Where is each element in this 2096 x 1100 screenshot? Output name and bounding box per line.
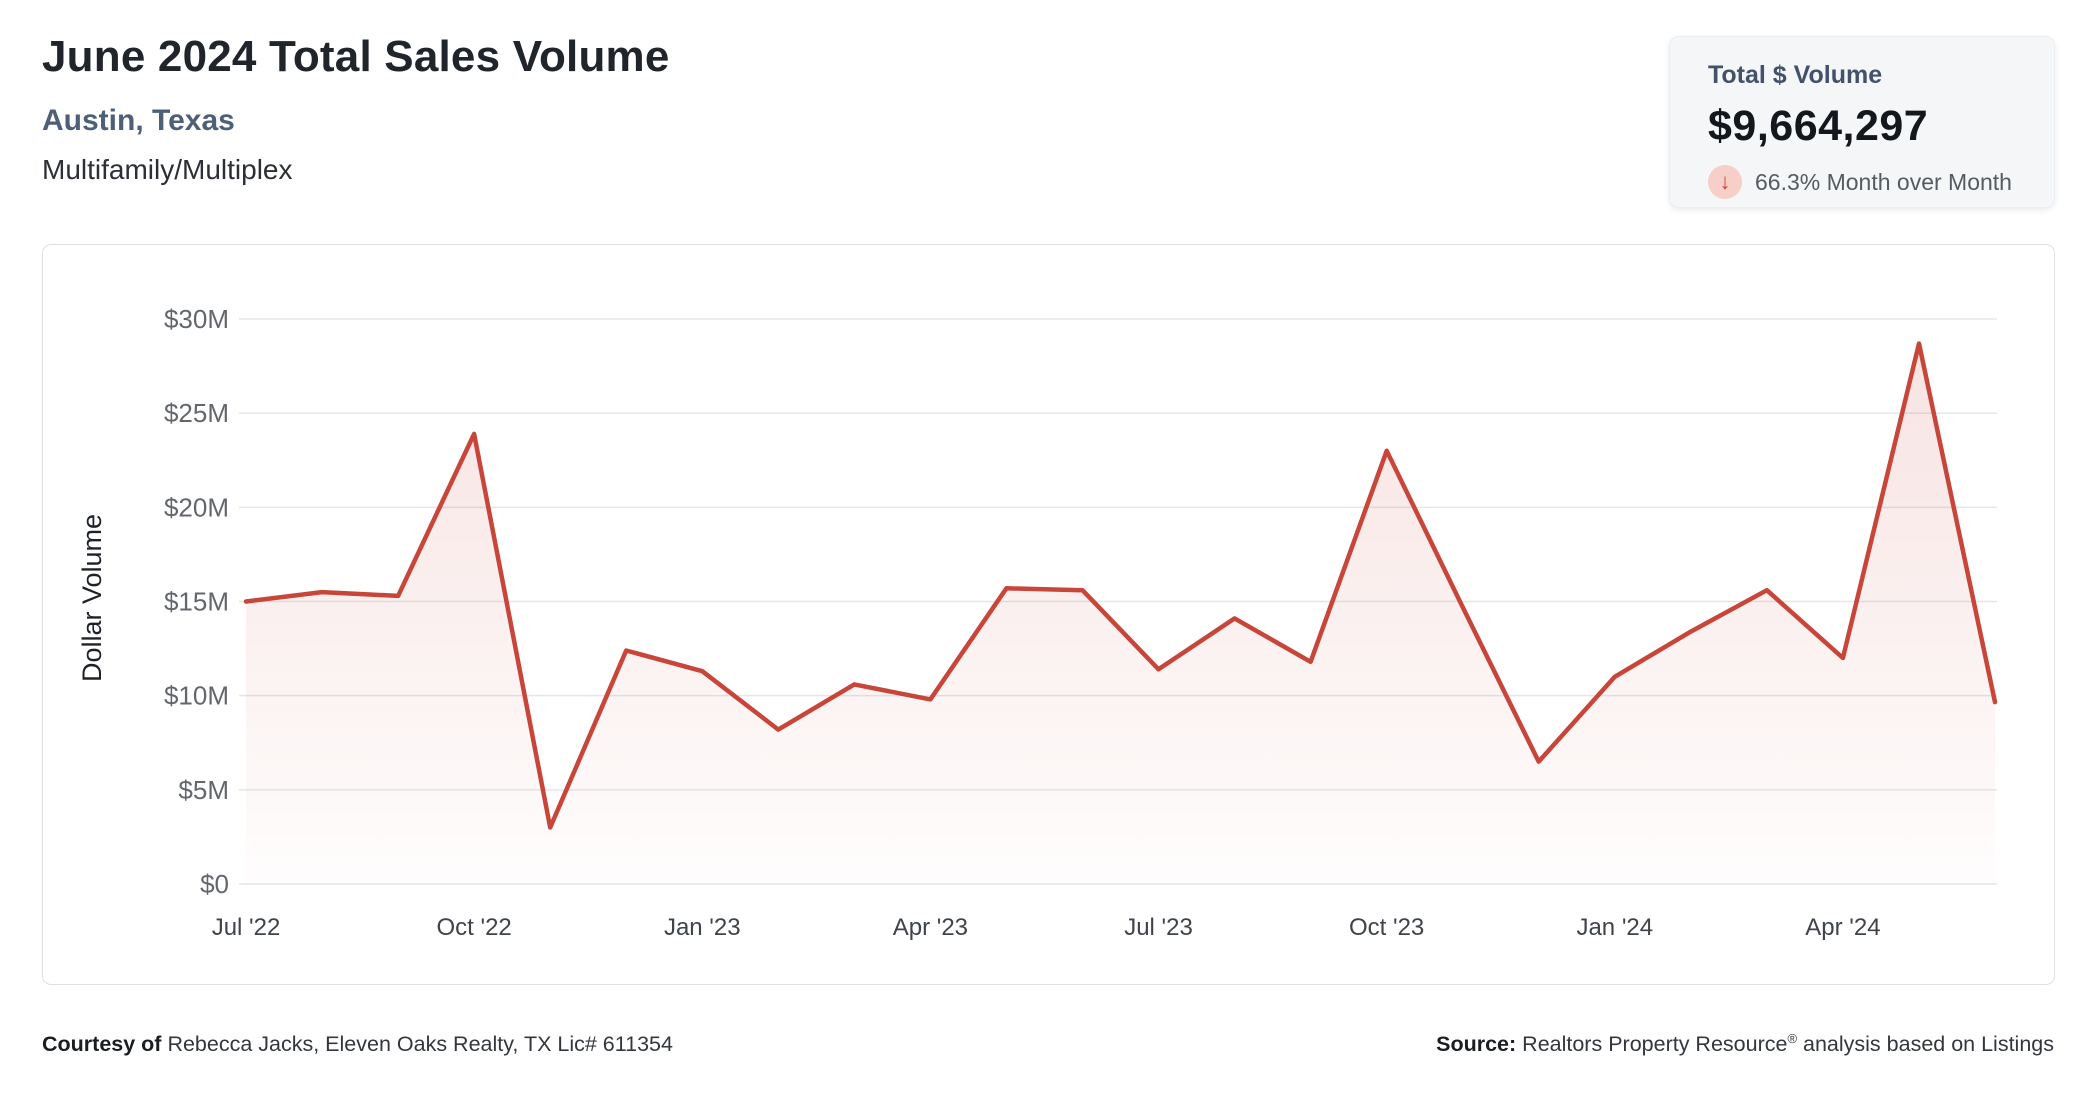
month-over-month-text: 66.3% Month over Month (1755, 168, 2012, 195)
y-axis-title: Dollar Volume (77, 514, 107, 682)
x-axis-tick-label: Apr '23 (893, 914, 968, 941)
registered-mark: ® (1787, 1030, 1798, 1046)
source-label: Source: (1436, 1032, 1517, 1056)
source-suffix: analysis based on Listings (1797, 1032, 2054, 1056)
x-axis-tick-label: Oct '23 (1349, 914, 1424, 941)
area-fill (246, 343, 1995, 884)
source-name: Realtors Property Resource (1516, 1032, 1788, 1056)
x-axis-tick-label: Jan '23 (664, 914, 741, 941)
total-volume-label: Total $ Volume (1708, 61, 1883, 89)
chart-card: $0 $5M $10M $15M $20M $25M $30M Jul '22 Oct '22 J… (42, 244, 2055, 985)
total-volume-value: $9,664,297 (1708, 102, 1929, 150)
courtesy-label: Courtesy of (42, 1032, 162, 1056)
x-axis-tick-label: Jul '23 (1124, 914, 1193, 941)
y-axis-tick-label: $20M (164, 492, 229, 522)
y-axis-tick-label: $5M (178, 775, 229, 805)
x-axis-tick-label: Jan '24 (1576, 914, 1653, 941)
y-axis-tick-label: $10M (164, 681, 229, 711)
total-volume-card: Total $ Volume $9,664,297 ↓ 66.3% Month … (1669, 36, 2055, 208)
month-over-month-change: ↓ 66.3% Month over Month (1708, 165, 2054, 199)
y-axis-tick-label: $0 (200, 869, 229, 899)
x-axis-tick-label: Apr '24 (1805, 914, 1880, 941)
x-axis-tick-label: Oct '22 (436, 914, 511, 941)
y-axis-tick-label: $25M (164, 398, 229, 428)
source-note: Source: Realtors Property Resource® anal… (1436, 1032, 2054, 1057)
arrow-down-icon: ↓ (1708, 165, 1742, 199)
courtesy-note: Courtesy of Rebecca Jacks, Eleven Oaks R… (42, 1032, 673, 1057)
property-type-label: Multifamily/Multiplex (42, 154, 293, 185)
courtesy-text: Rebecca Jacks, Eleven Oaks Realty, TX Li… (161, 1032, 673, 1056)
y-axis-tick-label: $15M (164, 587, 229, 617)
sales-volume-chart[interactable]: $0 $5M $10M $15M $20M $25M $30M Jul '22 Oct '22 J… (43, 245, 2053, 983)
page-title: June 2024 Total Sales Volume (42, 32, 670, 81)
volume-line-series (243, 341, 1998, 830)
location-subtitle: Austin, Texas (42, 104, 235, 137)
x-axis-tick-label: Jul '22 (212, 914, 281, 941)
y-axis-tick-label: $30M (164, 304, 229, 334)
